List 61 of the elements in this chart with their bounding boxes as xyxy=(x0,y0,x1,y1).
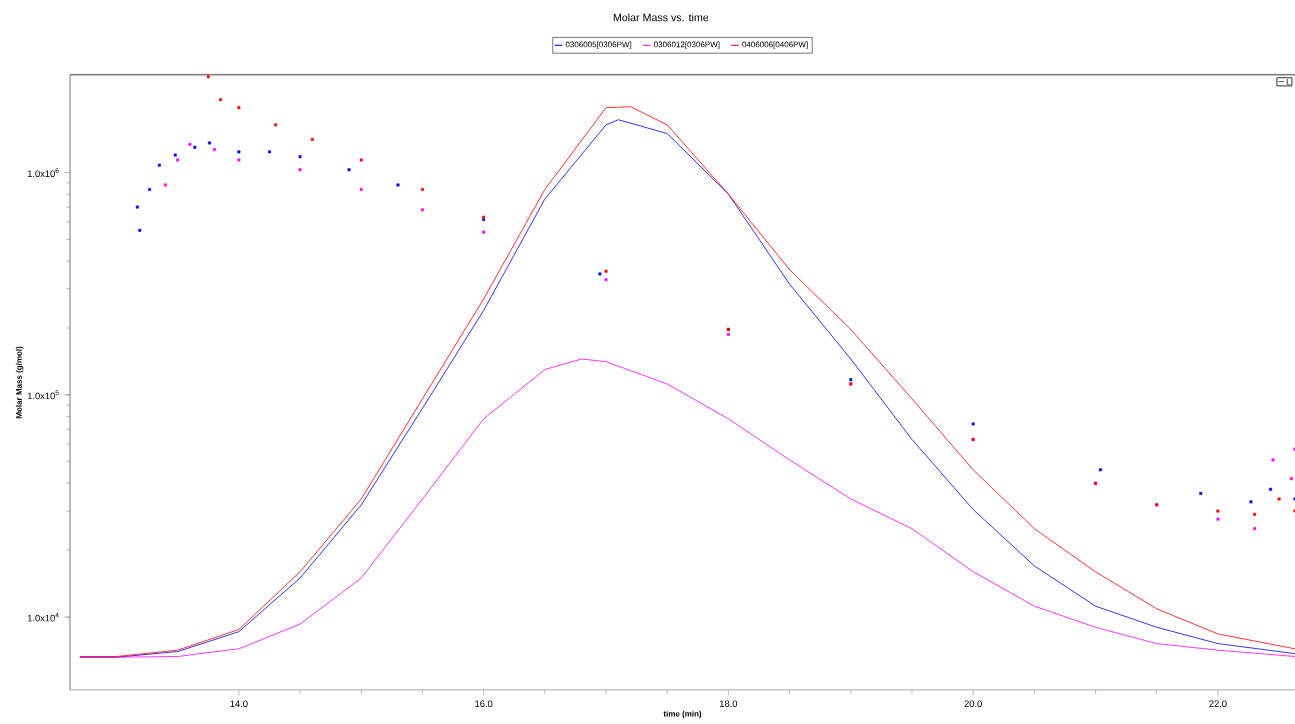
y-axis-title: Molar Mass (g/mol) xyxy=(15,346,24,419)
point xyxy=(1269,487,1272,491)
point xyxy=(604,278,608,282)
point xyxy=(298,155,302,159)
point xyxy=(1199,492,1203,495)
point xyxy=(157,163,161,167)
point xyxy=(420,208,424,212)
point xyxy=(604,269,608,273)
x-tick-label: 16.0 xyxy=(475,700,493,707)
y-tick-label: 1.0x10$^{4}$ xyxy=(27,612,59,622)
point xyxy=(359,158,363,162)
point xyxy=(347,168,351,172)
point xyxy=(148,187,152,191)
point xyxy=(298,168,302,172)
point xyxy=(188,142,192,146)
point xyxy=(359,187,363,191)
x-tick-label: 20.0 xyxy=(964,700,982,707)
point xyxy=(1249,500,1253,504)
point xyxy=(310,137,314,141)
chart-title: Molar Mass vs. time xyxy=(613,13,709,22)
y-tick-label: 1.0x10$^{5}$ xyxy=(27,390,59,400)
y-tick-label: 1.0x10$^{6}$ xyxy=(27,168,59,177)
point xyxy=(173,153,177,157)
point xyxy=(1098,468,1102,472)
legend-label: 0306005[0306PW] xyxy=(565,41,632,49)
point xyxy=(135,205,139,209)
point xyxy=(396,183,400,187)
legend-label: 0406006[0406PW] xyxy=(742,41,808,49)
point xyxy=(482,230,486,234)
point xyxy=(971,422,975,426)
point xyxy=(237,158,241,162)
point xyxy=(1216,517,1220,521)
point xyxy=(849,378,853,382)
legend-label: 0306012[0306PW] xyxy=(654,41,720,49)
point xyxy=(212,148,216,152)
point xyxy=(726,332,730,336)
line-series xyxy=(79,358,1295,658)
x-axis-title: time (min) xyxy=(663,710,702,719)
point xyxy=(598,272,602,276)
point xyxy=(176,158,180,162)
point xyxy=(1216,509,1220,513)
point xyxy=(420,187,424,191)
point xyxy=(219,98,222,102)
x-tick-label: 18.0 xyxy=(720,700,738,707)
point xyxy=(274,123,278,127)
annotation: L xyxy=(1286,79,1291,85)
x-tick-label: 14.0 xyxy=(230,700,248,707)
point xyxy=(208,141,211,145)
x-tick-label: 22.0 xyxy=(1209,700,1227,707)
point xyxy=(237,106,241,110)
point xyxy=(206,75,210,79)
point xyxy=(1253,512,1257,516)
point xyxy=(268,150,271,154)
point xyxy=(1277,497,1281,501)
point xyxy=(1289,477,1293,481)
point xyxy=(163,183,167,187)
point xyxy=(138,228,142,232)
point xyxy=(1271,458,1275,462)
point xyxy=(1253,527,1257,531)
point xyxy=(193,145,197,149)
point xyxy=(237,150,241,154)
